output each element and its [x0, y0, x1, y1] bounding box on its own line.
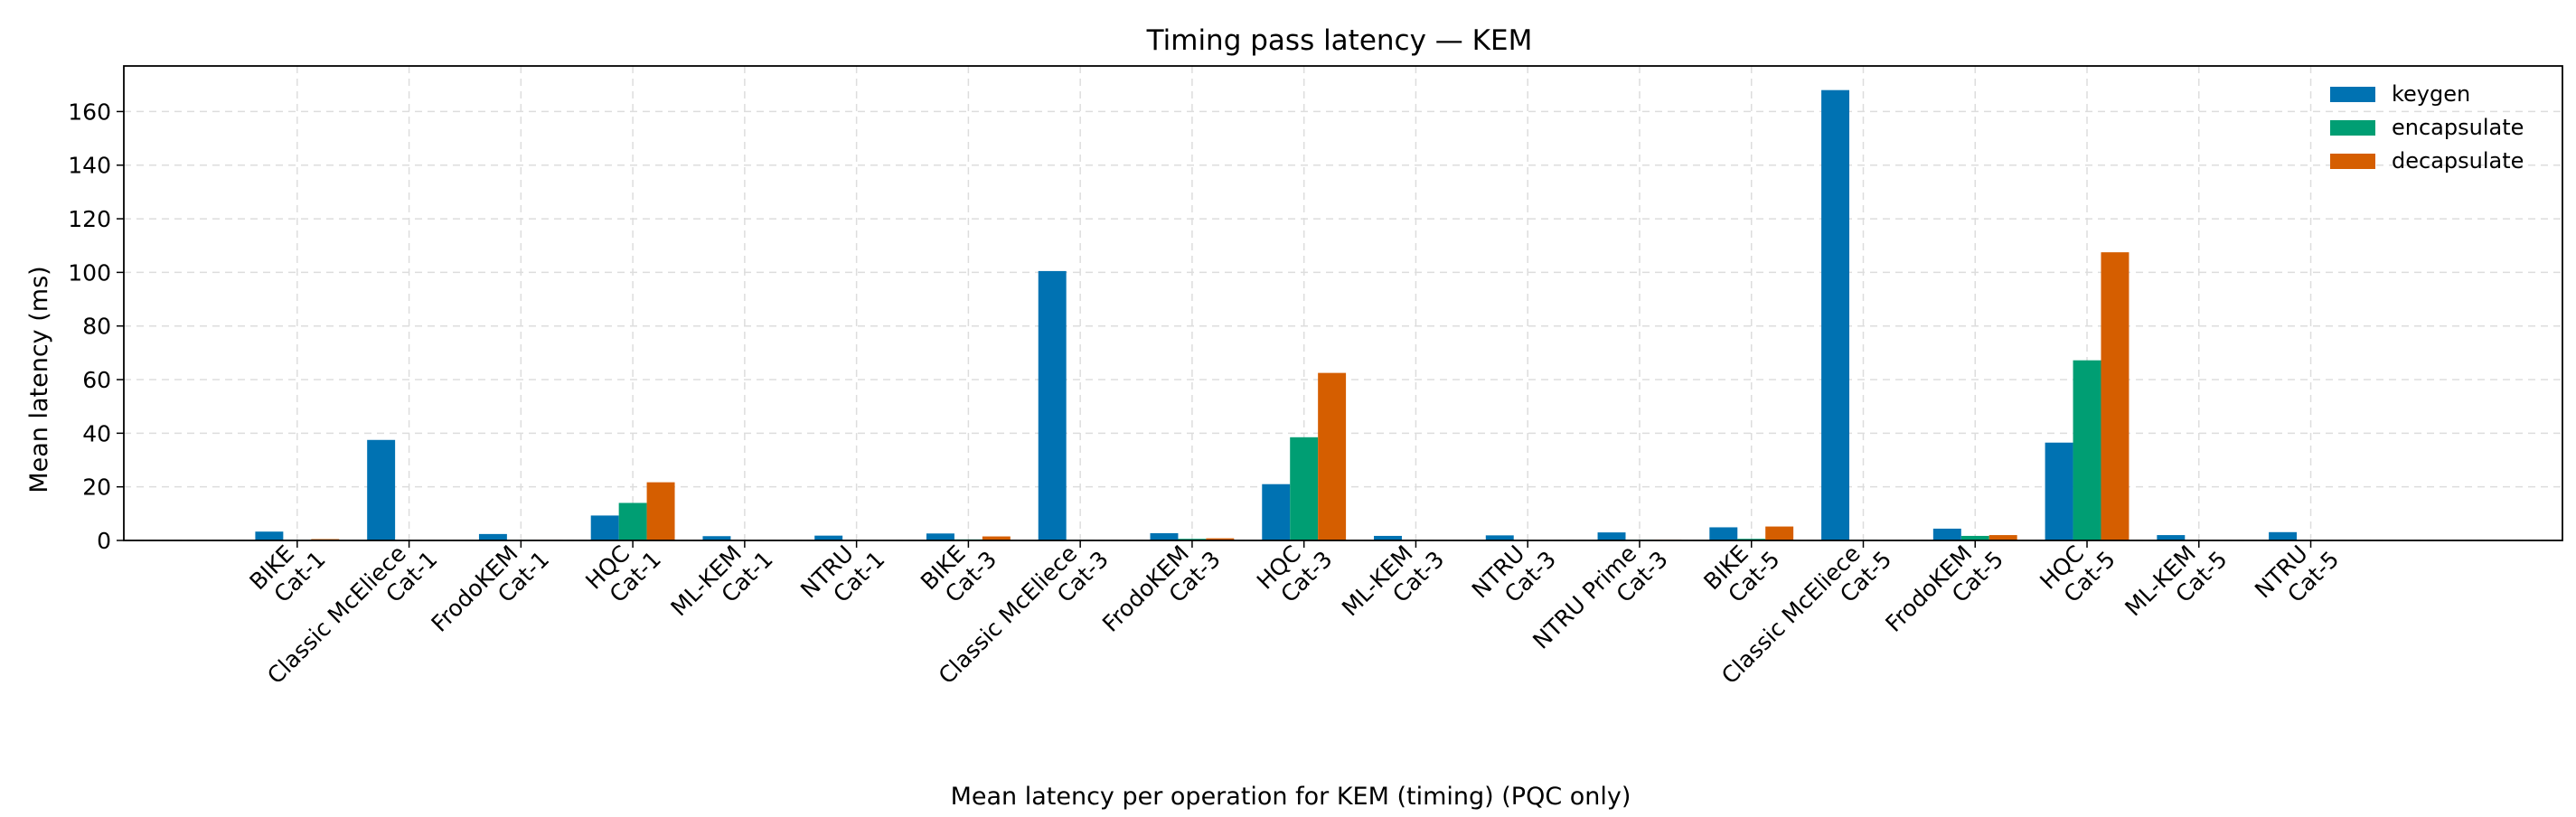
y-tick-label: 0 [97, 528, 111, 554]
legend-label-decapsulate: decapsulate [2392, 148, 2524, 174]
y-tick-label: 40 [82, 420, 111, 446]
bar-keygen-14 [1821, 90, 1849, 540]
bar-keygen-3 [591, 515, 619, 540]
bar-keygen-18 [2269, 532, 2297, 540]
bar-decapsulate-16 [2101, 252, 2129, 540]
chart-title: Timing pass latency — KEM [1146, 24, 1533, 57]
legend-label-keygen: keygen [2392, 81, 2470, 107]
bar-keygen-16 [2045, 443, 2073, 540]
legend-label-encapsulate: encapsulate [2392, 115, 2524, 140]
y-tick-label: 140 [68, 153, 111, 179]
y-tick-label: 100 [68, 259, 111, 286]
y-tick-label: 20 [82, 474, 111, 501]
y-axis-label: Mean latency (ms) [25, 266, 53, 493]
bar-decapsulate-3 [647, 483, 675, 540]
y-tick-label: 120 [68, 206, 111, 232]
bar-keygen-1 [367, 440, 395, 540]
y-tick-label: 80 [82, 314, 111, 340]
y-tick-label: 160 [68, 99, 111, 125]
bar-keygen-8 [1151, 533, 1179, 540]
bar-keygen-0 [255, 531, 283, 540]
bar-decapsulate-9 [1318, 373, 1346, 540]
bar-keygen-6 [926, 533, 954, 540]
legend-swatch-decapsulate [2330, 154, 2375, 169]
bar-keygen-7 [1039, 271, 1067, 540]
chart-caption: Mean latency per operation for KEM (timi… [951, 783, 1631, 811]
bar-keygen-15 [1933, 529, 1961, 540]
y-tick-label: 60 [82, 367, 111, 393]
legend-swatch-encapsulate [2330, 120, 2375, 136]
bar-keygen-2 [479, 534, 507, 540]
bar-encapsulate-3 [619, 502, 647, 540]
bar-keygen-9 [1262, 484, 1290, 540]
bar-encapsulate-16 [2073, 361, 2101, 540]
legend-swatch-keygen [2330, 87, 2375, 102]
bar-keygen-13 [1709, 527, 1737, 540]
bar-keygen-12 [1598, 532, 1626, 540]
bar-decapsulate-13 [1765, 527, 1793, 540]
bar-encapsulate-9 [1290, 437, 1318, 540]
